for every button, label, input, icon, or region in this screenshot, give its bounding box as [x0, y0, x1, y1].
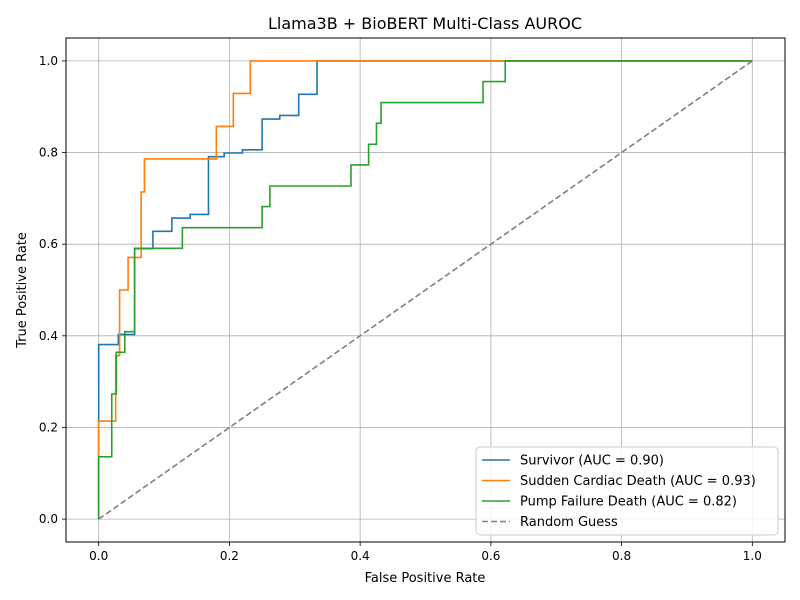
legend: Survivor (AUC = 0.90) Sudden Cardiac Deat…: [475, 446, 779, 536]
x-tick-label: 0.0: [89, 549, 108, 563]
y-tick-label: 0.4: [39, 329, 58, 343]
x-axis-ticks: 0.0 0.2 0.4 0.6 0.8 1.0: [89, 542, 762, 563]
x-tick-label: 0.6: [481, 549, 500, 563]
x-tick-label: 0.2: [220, 549, 239, 563]
series-lines: [97, 60, 753, 520]
legend-label: Sudden Cardiac Death (AUC = 0.93): [520, 474, 756, 489]
y-axis-ticks: 0.0 0.2 0.4 0.6 0.8 1.0: [39, 54, 66, 526]
x-tick-label: 0.8: [612, 549, 631, 563]
y-tick-label: 0.2: [39, 420, 58, 434]
x-tick-label: 0.4: [351, 549, 370, 563]
plot-frame: [65, 37, 786, 543]
legend-label: Random Guess: [520, 515, 618, 530]
x-axis-label: False Positive Rate: [365, 571, 486, 586]
series-line-3: [98, 60, 753, 520]
x-tick-label: 1.0: [743, 549, 762, 563]
y-tick-label: 1.0: [39, 54, 58, 68]
series-line-2: [97, 60, 753, 520]
legend-label: Pump Failure Death (AUC = 0.82): [520, 495, 737, 510]
chart-title: Llama3B + BioBERT Multi-Class AUROC: [268, 14, 582, 33]
y-tick-label: 0.8: [39, 146, 58, 160]
legend-label: Survivor (AUC = 0.90): [520, 454, 664, 469]
y-tick-label: 0.0: [39, 512, 58, 526]
y-axis-label: True Positive Rate: [15, 232, 30, 349]
y-tick-label: 0.6: [39, 237, 58, 251]
legend-box: [475, 446, 779, 536]
